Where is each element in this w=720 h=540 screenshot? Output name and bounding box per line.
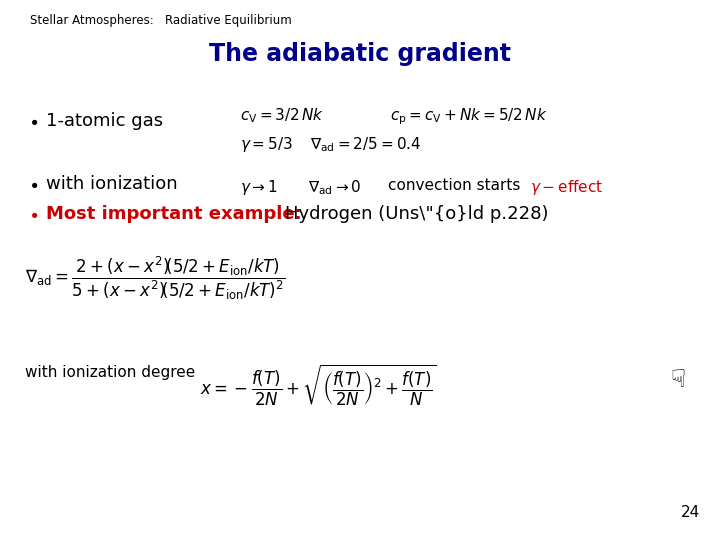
Text: with ionization degree: with ionization degree	[25, 365, 195, 380]
Text: 1-atomic gas: 1-atomic gas	[46, 112, 163, 130]
Text: Stellar Atmospheres:   Radiative Equilibrium: Stellar Atmospheres: Radiative Equilibri…	[30, 14, 292, 27]
Text: $\nabla_{\mathrm{ad}} \rightarrow 0$: $\nabla_{\mathrm{ad}} \rightarrow 0$	[308, 178, 361, 197]
Text: $\nabla_{\mathrm{ad}} = 2/5 = 0.4$: $\nabla_{\mathrm{ad}} = 2/5 = 0.4$	[310, 135, 421, 154]
Text: Hydrogen (Uns\"{o}ld p.228): Hydrogen (Uns\"{o}ld p.228)	[285, 205, 549, 223]
Text: with ionization: with ionization	[46, 175, 178, 193]
Text: $c_{\mathrm{V}} = 3/2\,Nk$: $c_{\mathrm{V}} = 3/2\,Nk$	[240, 106, 324, 125]
Text: $\gamma = 5/3$: $\gamma = 5/3$	[240, 135, 293, 154]
Text: Most important example:: Most important example:	[46, 205, 302, 223]
Text: $\gamma - \mathrm{effect}$: $\gamma - \mathrm{effect}$	[530, 178, 603, 197]
Text: convection starts: convection starts	[388, 178, 521, 193]
Text: $\bullet$: $\bullet$	[28, 112, 38, 130]
Text: $x = -\dfrac{f(T)}{2N} + \sqrt{\left(\dfrac{f(T)}{2N}\right)^{2} + \dfrac{f(T)}{: $x = -\dfrac{f(T)}{2N} + \sqrt{\left(\df…	[200, 362, 437, 408]
Text: $c_{\mathrm{p}} = c_{\mathrm{V}} + Nk = 5/2\,Nk$: $c_{\mathrm{p}} = c_{\mathrm{V}} + Nk = …	[390, 106, 547, 126]
Text: $\bullet$: $\bullet$	[28, 205, 38, 223]
Text: $\bullet$: $\bullet$	[28, 175, 38, 193]
Text: 24: 24	[680, 505, 700, 520]
Text: The adiabatic gradient: The adiabatic gradient	[209, 42, 511, 66]
Text: $\nabla_{\mathrm{ad}} = \dfrac{2 + \left(x - x^2\right)\!\left(5/2 + E_{\mathrm{: $\nabla_{\mathrm{ad}} = \dfrac{2 + \left…	[25, 255, 286, 302]
Text: $\gamma \rightarrow 1$: $\gamma \rightarrow 1$	[240, 178, 278, 197]
Text: ☟: ☟	[670, 368, 685, 392]
